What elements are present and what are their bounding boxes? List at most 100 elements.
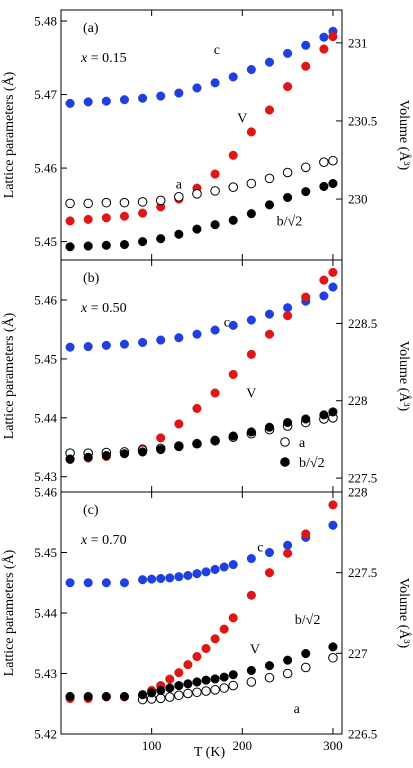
data-point-b — [246, 209, 256, 219]
data-point-v — [65, 216, 75, 226]
composition-label: x = 0.15 — [80, 51, 127, 66]
y-tick-label-left: 5.44 — [34, 606, 57, 621]
data-point-a — [264, 173, 275, 184]
data-point-b — [283, 417, 293, 428]
data-point-a — [300, 662, 311, 673]
data-point-v — [264, 105, 275, 115]
data-point-c — [101, 340, 111, 350]
data-point-b — [246, 427, 256, 437]
data-point-v — [165, 674, 175, 684]
data-point-c — [156, 335, 166, 345]
data-point-v — [246, 127, 256, 137]
data-point-b — [301, 648, 311, 659]
chart-panel-2: 5.43 5.44 5.45 5.46 227.5 228 228.5 Lattice par… — [1, 259, 412, 493]
legend-label-b: b/√2 — [299, 456, 325, 471]
data-point-v — [328, 267, 338, 277]
chart-panel-1: 5.45 5.46 5.47 5.48 230 230.5 231 Lattice param… — [1, 9, 412, 261]
data-point-a — [155, 693, 166, 704]
x-tick-label: 100 — [142, 738, 162, 753]
data-point-b — [301, 187, 311, 197]
data-point-c — [201, 567, 211, 577]
data-point-v — [174, 668, 184, 678]
data-point-b — [156, 445, 166, 455]
data-point-c — [246, 315, 256, 325]
y-tick-label-left: 5.46 — [34, 293, 57, 308]
panel-label: (c) — [83, 503, 99, 518]
data-point-c — [83, 97, 93, 107]
series-label-b: b/√2 — [295, 613, 321, 628]
data-point-v — [319, 44, 329, 54]
series-label-b: b/√2 — [277, 214, 303, 229]
legend-marker-b — [280, 457, 290, 467]
series-label-v: V — [246, 387, 256, 402]
data-point-c — [174, 572, 184, 582]
data-point-b — [264, 200, 275, 210]
y-axis-label-left: Lattice parameters (Å) — [1, 549, 17, 676]
data-point-c — [101, 578, 111, 588]
data-point-a — [155, 195, 166, 206]
data-point-b — [83, 452, 93, 462]
data-point-a — [319, 157, 329, 168]
data-point-v — [228, 369, 238, 380]
data-point-a — [328, 155, 338, 166]
data-point-c — [210, 78, 220, 88]
data-point-b — [138, 237, 148, 247]
data-point-v — [219, 624, 229, 634]
data-point-c — [264, 547, 275, 558]
series-label-a: a — [176, 178, 183, 193]
data-point-b — [319, 410, 329, 420]
data-point-a — [228, 680, 239, 691]
data-point-a — [300, 162, 311, 173]
data-point-b — [101, 450, 111, 461]
y-axis-label-left: Lattice parameters (Å) — [1, 312, 17, 439]
data-point-b — [147, 688, 157, 698]
data-point-c — [138, 337, 148, 347]
data-point-c — [264, 309, 275, 319]
y-tick-label-right: 227 — [348, 646, 368, 661]
y-tick-label-right: 231 — [348, 35, 368, 50]
y-tick-label-right: 230.5 — [348, 113, 377, 128]
data-point-b — [201, 675, 211, 685]
x-tick-label: 200 — [233, 738, 253, 753]
data-point-c — [138, 93, 148, 103]
data-point-c — [319, 291, 329, 301]
data-point-c — [119, 339, 130, 349]
data-point-c — [210, 325, 220, 335]
data-point-v — [283, 548, 293, 558]
y-tick-label-right: 227.5 — [348, 565, 377, 580]
data-point-a — [282, 668, 293, 679]
data-point-c — [174, 333, 184, 343]
data-point-b — [192, 439, 202, 449]
data-point-v — [201, 643, 211, 654]
data-point-a — [282, 167, 293, 178]
data-point-v — [119, 211, 130, 221]
data-point-v — [228, 613, 238, 623]
data-point-c — [65, 98, 75, 108]
data-point-b — [65, 454, 75, 464]
data-point-b — [165, 683, 175, 693]
legend-marker-a — [280, 437, 290, 447]
data-point-a — [83, 198, 93, 209]
y-axis-label-right: Volume (Å³) — [396, 341, 412, 412]
series-label-a: a — [294, 702, 301, 717]
data-point-a — [246, 178, 257, 189]
composition-label: x = 0.50 — [80, 301, 127, 316]
data-point-b — [210, 435, 220, 445]
data-point-b — [174, 229, 184, 239]
data-point-c — [119, 95, 130, 105]
data-point-a — [201, 686, 211, 696]
data-point-v — [264, 329, 275, 339]
data-point-a — [210, 685, 220, 695]
data-point-c — [228, 560, 238, 570]
data-point-b — [101, 691, 111, 702]
data-point-b — [183, 679, 193, 689]
data-point-a — [119, 197, 130, 208]
series-label-v: V — [250, 642, 260, 657]
y-tick-label-left: 5.42 — [34, 727, 57, 742]
data-point-c — [246, 554, 256, 564]
data-point-b — [138, 447, 148, 457]
data-point-v — [283, 82, 293, 92]
data-point-c — [283, 540, 293, 550]
y-tick-label-left: 5.46 — [34, 161, 57, 176]
